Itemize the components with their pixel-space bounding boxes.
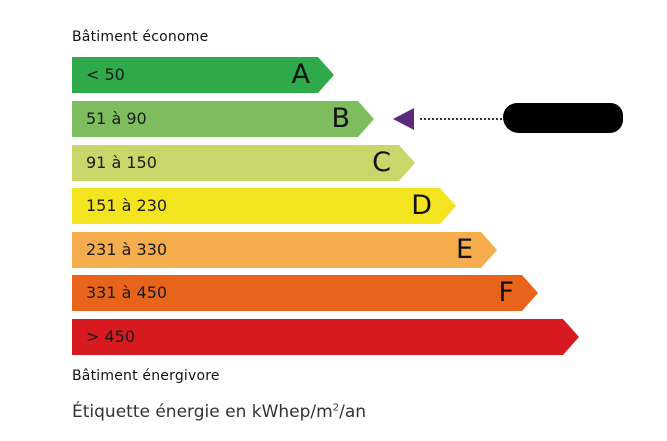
energy-class-bar-b: 51 à 90 B (72, 101, 374, 137)
unit-caption: Étiquette énergie en kWhep/m2/an (72, 402, 366, 422)
energy-class-bar-g: > 450 (72, 319, 579, 355)
class-range: 51 à 90 (86, 109, 147, 128)
class-letter: C (372, 147, 391, 178)
energy-class-bar-a: < 50 A (72, 57, 334, 93)
caption-suffix: /an (339, 402, 367, 422)
class-letter: A (291, 59, 310, 90)
energy-class-bar-e: 231 à 330 E (72, 232, 497, 268)
class-letter: E (455, 234, 473, 265)
class-range: < 50 (86, 65, 125, 84)
indicator-dotted-line (420, 118, 502, 120)
efficient-building-label: Bâtiment économe (72, 29, 209, 45)
class-range: 331 à 450 (86, 283, 168, 302)
energy-class-bar-c: 91 à 150 C (72, 145, 415, 181)
class-range: 231 à 330 (86, 240, 168, 259)
class-range: 151 à 230 (86, 196, 168, 215)
rating-indicator-arrow-icon (393, 108, 414, 130)
energy-intensive-building-label: Bâtiment énergivore (72, 368, 220, 384)
redacted-value (503, 103, 623, 133)
class-range: 91 à 150 (86, 153, 157, 172)
caption-superscript: 2 (332, 402, 340, 414)
energy-class-bar-f: 331 à 450 F (72, 275, 538, 311)
class-letter: F (498, 277, 514, 308)
class-range: > 450 (86, 327, 136, 346)
class-letter: B (331, 103, 350, 134)
energy-class-bar-d: 151 à 230 D (72, 188, 456, 224)
caption-text: Étiquette énergie en kWhep/m (72, 402, 333, 422)
class-letter: D (411, 190, 432, 221)
